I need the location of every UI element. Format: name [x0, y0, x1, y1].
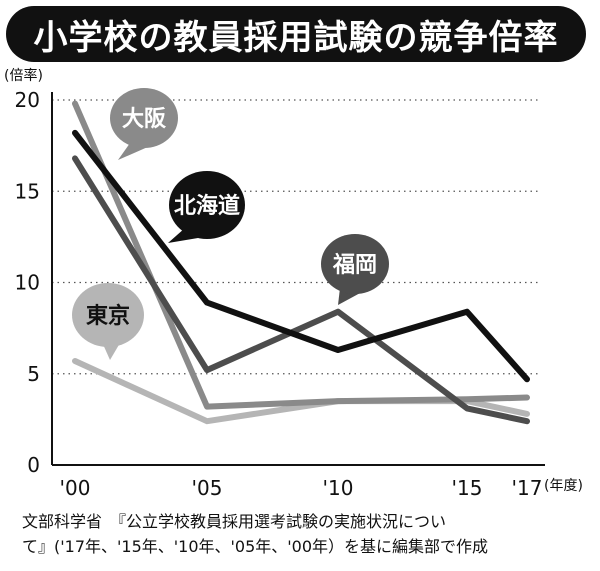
series-name: 福岡 [332, 253, 377, 278]
source-note: 文部科学省 『公立学校教員採用選考試験の実施状況につい て』('17年、'15年… [22, 509, 592, 559]
series-name: 東京 [86, 303, 130, 329]
y-tick-label: 20 [15, 88, 40, 112]
x-axis-unit: (年度) [544, 478, 583, 494]
series-label-北海道: 北海道 [168, 171, 245, 243]
x-tick-label: '15 [452, 476, 483, 500]
bubble-tail [168, 228, 204, 243]
series-line-福岡 [72, 155, 530, 425]
x-tick-label: '05 [192, 476, 223, 500]
series-label-福岡: 福岡 [321, 234, 389, 305]
chart-title: 小学校の教員採用試験の競争倍率 [33, 17, 559, 58]
x-tick-label: '10 [323, 476, 354, 500]
axes: 0 5 10 15 20 '00 '05 '10 '15 '17 (倍率) (年度) [4, 67, 583, 500]
bubble [72, 283, 144, 347]
series-line-大阪 [72, 100, 530, 410]
series-name: 北海道 [174, 193, 240, 219]
series-label-東京: 東京 [72, 283, 144, 360]
bubble [169, 171, 245, 239]
y-tick-label: 0 [27, 453, 40, 477]
y-axis-unit: (倍率) [4, 67, 43, 84]
bubble [321, 234, 389, 294]
y-tick-label: 5 [27, 362, 40, 386]
source-line-1: 文部科学省 『公立学校教員採用選考試験の実施状況につい [22, 512, 447, 531]
series-line-東京 [72, 358, 530, 425]
series-label-大阪: 大阪 [110, 88, 178, 160]
title-banner: 小学校の教員採用試験の競争倍率 [6, 6, 586, 62]
series-lines [72, 100, 530, 425]
bubble [110, 88, 178, 148]
x-tick-label: '00 [60, 476, 91, 500]
x-tick-label: '17 [512, 476, 543, 500]
series-name: 大阪 [122, 107, 166, 132]
source-line-2: て』('17年、'15年、'10年、'05年、'00年）を基に編集部で作成 [22, 537, 489, 556]
series-line-北海道 [72, 129, 530, 383]
y-tick-label: 15 [15, 179, 40, 203]
y-tick-label: 10 [15, 271, 40, 295]
